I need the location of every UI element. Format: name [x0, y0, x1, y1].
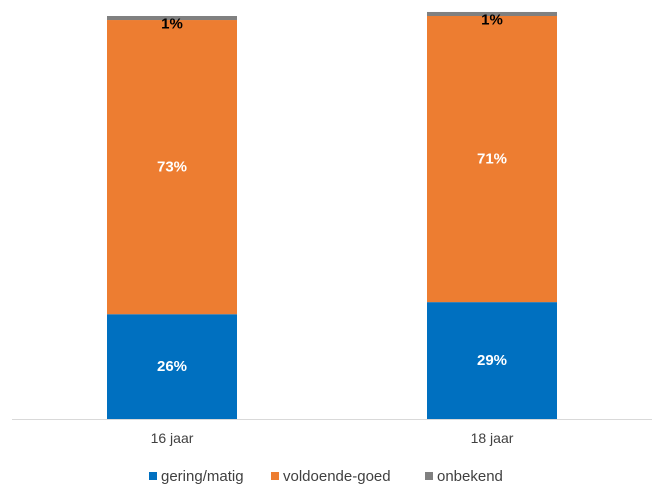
data-label-gering-matig-2: 29%: [477, 352, 507, 369]
bars-layer: [107, 11, 557, 419]
x-tick-labels: 16 jaar 18 jaar: [151, 430, 514, 446]
data-label-onbekend-2: 1%: [481, 11, 503, 28]
legend-swatch: [271, 472, 279, 480]
legend-label: onbekend: [437, 468, 503, 485]
data-label-gering-matig-1: 26%: [157, 358, 187, 375]
x-tick-label-2: 18 jaar: [471, 430, 514, 446]
legend: gering/matig voldoende-goed onbekend: [149, 468, 503, 485]
data-label-voldoende-goed-1: 73%: [157, 159, 187, 176]
data-label-voldoende-goed-2: 71%: [477, 151, 507, 168]
legend-swatch: [149, 472, 157, 480]
legend-label: voldoende-goed: [283, 468, 391, 485]
data-labels-layer: 26% 73% 1% 29% 71% 1%: [157, 11, 507, 375]
bar-segment-gering-matig-2: [427, 302, 557, 419]
bar-segment-onbekend-2: [427, 11, 557, 16]
bar-segment-voldoende-goed-1: [107, 20, 237, 315]
bar-segment-gering-matig-1: [107, 314, 237, 419]
x-tick-label-1: 16 jaar: [151, 430, 194, 446]
bar-segment-voldoende-goed-2: [427, 16, 557, 303]
legend-label: gering/matig: [161, 468, 244, 485]
legend-item-onbekend: onbekend: [425, 468, 503, 485]
data-label-onbekend-1: 1%: [161, 15, 183, 32]
legend-item-gering-matig: gering/matig: [149, 468, 244, 485]
legend-item-voldoende-goed: voldoende-goed: [271, 468, 391, 485]
legend-swatch: [425, 472, 433, 480]
bar-segment-onbekend-1: [107, 16, 237, 21]
